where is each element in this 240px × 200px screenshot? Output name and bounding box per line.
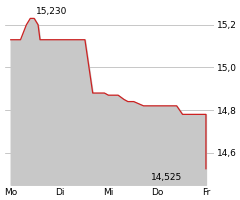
Text: 14,525: 14,525 — [151, 173, 183, 182]
Text: 15,230: 15,230 — [36, 7, 67, 16]
